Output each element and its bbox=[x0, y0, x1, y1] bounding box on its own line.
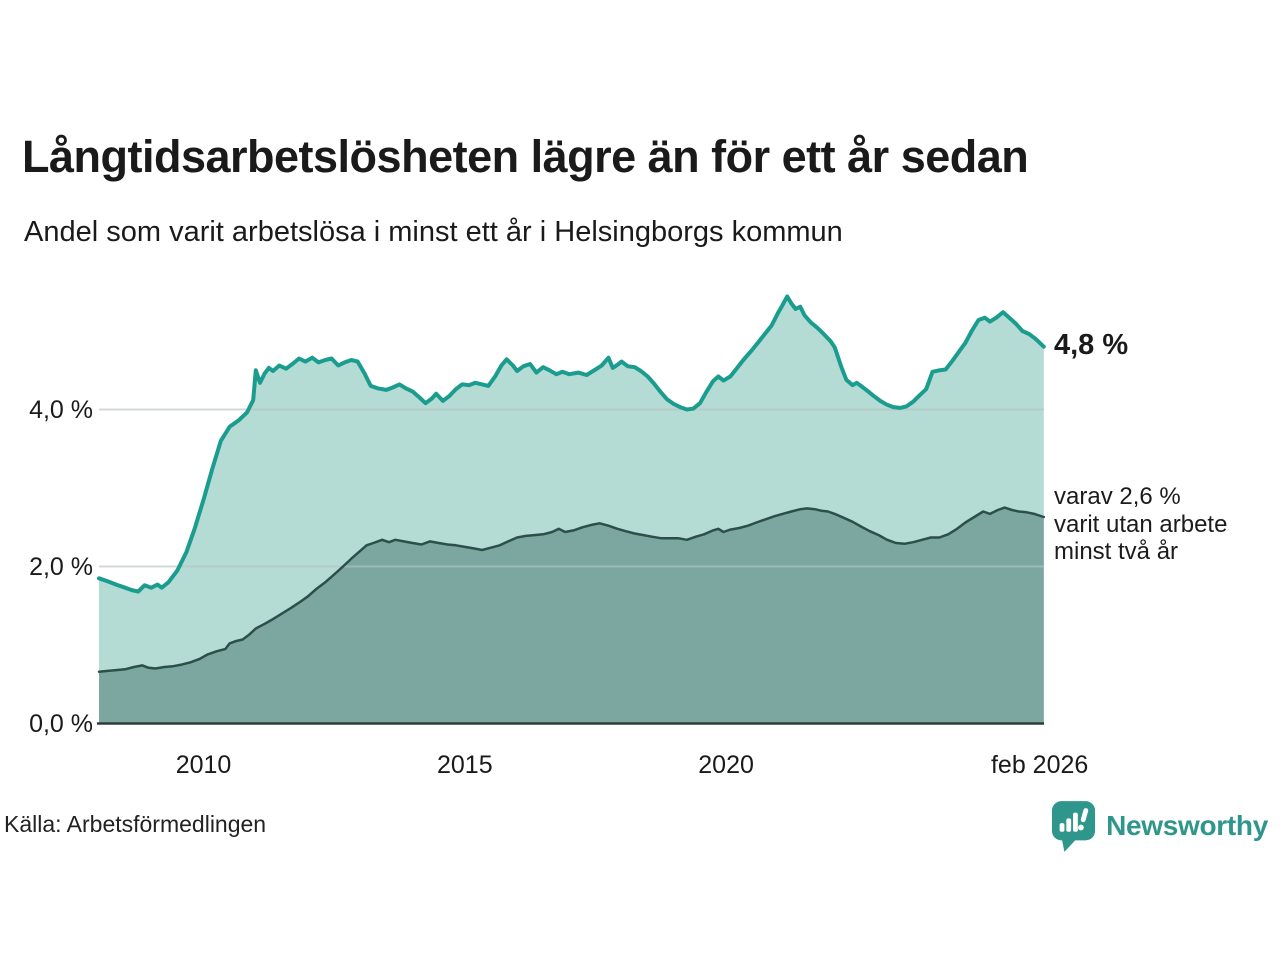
brand-logo: Newsworthy bbox=[1051, 799, 1268, 853]
secondary-annotation-line: varit utan arbete bbox=[1054, 510, 1228, 538]
x-axis-label: 2020 bbox=[698, 751, 754, 779]
x-axis-label: 2010 bbox=[175, 751, 232, 779]
newsworthy-bubble-chart-icon bbox=[1052, 801, 1096, 852]
secondary-annotation-line: minst två år bbox=[1054, 538, 1179, 565]
chart-title: Långtidsarbetslösheten lägre än för ett … bbox=[22, 131, 1029, 182]
y-axis-label: 0,0 % bbox=[29, 709, 93, 738]
secondary-annotation: varav 2,6 % varit utan arbete minst två … bbox=[1054, 483, 1227, 566]
source-note: Källa: Arbetsförmedlingen bbox=[4, 811, 267, 837]
end-value-annotation: 4,8 % bbox=[1054, 329, 1129, 361]
brand-name: Newsworthy bbox=[1106, 810, 1268, 841]
x-axis-label: feb 2026 bbox=[990, 751, 1089, 779]
y-axis-label: 4,0 % bbox=[29, 395, 93, 424]
x-axis-label: 2015 bbox=[436, 751, 493, 779]
y-axis-label: 2,0 % bbox=[29, 552, 93, 581]
chart-subtitle: Andel som varit arbetslösa i minst ett å… bbox=[24, 216, 843, 248]
secondary-annotation-line: varav 2,6 % bbox=[1054, 483, 1181, 510]
